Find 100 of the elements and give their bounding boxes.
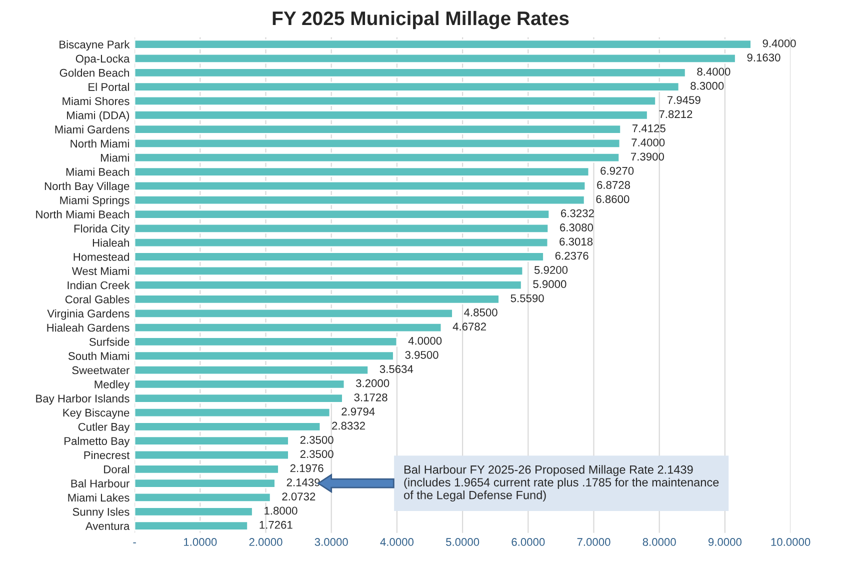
bar xyxy=(134,520,248,531)
bar xyxy=(134,379,346,390)
bar xyxy=(134,336,398,347)
x-tick-label: 9.0000 xyxy=(708,538,742,546)
y-tick-label: North Miami Beach xyxy=(36,210,129,218)
data-label: 2.8332 xyxy=(332,422,365,430)
bar xyxy=(134,152,620,163)
bar xyxy=(134,350,394,361)
data-label: 1.7261 xyxy=(260,520,292,529)
bar xyxy=(134,308,454,318)
data-label: 3.9500 xyxy=(405,350,438,359)
data-label: 5.9200 xyxy=(534,266,568,274)
bar xyxy=(134,252,544,262)
bar xyxy=(134,124,622,134)
y-tick-label: Miami xyxy=(100,154,129,162)
bar xyxy=(134,223,550,234)
data-label: 9.1630 xyxy=(747,54,780,62)
bar xyxy=(134,96,656,106)
data-label: 2.1439 xyxy=(286,478,320,486)
y-tick-label: Miami Shores xyxy=(62,96,130,106)
bar xyxy=(134,422,322,432)
bar xyxy=(134,266,524,276)
y-tick-label: Miami (DDA) xyxy=(67,111,130,122)
x-tick-label: 7.0000 xyxy=(577,538,610,546)
x-tick-label: 10.0000 xyxy=(771,538,810,546)
data-label: 6.3018 xyxy=(560,238,593,246)
y-tick-label: Golden Beach xyxy=(60,68,129,77)
data-label: 2.1976 xyxy=(290,464,324,472)
y-tick-label: Miami Gardens xyxy=(55,125,130,134)
data-label: 7.4000 xyxy=(632,138,665,146)
y-tick-label: Surfside xyxy=(89,338,130,346)
bar xyxy=(134,294,500,304)
data-label: 6.3080 xyxy=(560,224,594,232)
data-label: 6.8600 xyxy=(596,195,630,204)
data-label: 3.5634 xyxy=(380,365,414,374)
y-tick-label: Cutler Bay xyxy=(78,422,130,434)
bar xyxy=(134,166,590,177)
y-tick-label: Florida City xyxy=(74,224,130,235)
bar xyxy=(134,68,686,78)
y-tick-label: North Miami xyxy=(70,139,129,148)
x-tick-label: 3.0000 xyxy=(314,538,348,546)
data-label: 4.6782 xyxy=(452,322,486,331)
chart-title: FY 2025 Municipal Millage Rates xyxy=(272,10,569,30)
y-tick-label: Bal Harbour xyxy=(71,479,130,488)
data-label: 6.2376 xyxy=(555,252,588,260)
bar xyxy=(134,393,344,404)
data-label: 8.3000 xyxy=(690,82,724,90)
data-label: 1.8000 xyxy=(264,506,298,515)
data-label: 3.2000 xyxy=(356,379,390,388)
y-tick-label: Key Biscayne xyxy=(63,408,130,419)
bar xyxy=(134,195,586,206)
bar xyxy=(134,110,648,120)
y-tick-label: Sweetwater xyxy=(72,366,130,374)
y-tick-label: Miami Beach xyxy=(66,168,129,176)
data-label: 7.8212 xyxy=(659,110,692,118)
y-tick-label: Bay Harbor Islands xyxy=(36,394,130,405)
data-label: 2.9794 xyxy=(342,408,375,416)
y-tick-label: El Portal xyxy=(88,82,129,91)
y-tick-label: Biscayne Park xyxy=(60,40,130,51)
y-tick-label: Miami Springs xyxy=(60,196,130,206)
data-label: 4.0000 xyxy=(408,336,442,345)
data-label: 7.4125 xyxy=(632,124,666,132)
y-tick-label: Aventura xyxy=(85,522,130,530)
y-tick-label: Doral xyxy=(104,465,129,474)
data-label: 2.0732 xyxy=(282,492,316,500)
y-tick-label: Virginia Gardens xyxy=(47,309,130,320)
x-tick-label: 8.0000 xyxy=(642,538,676,546)
data-label: 2.3500 xyxy=(300,436,334,444)
y-tick-label: Miami Lakes xyxy=(68,493,130,502)
data-label: 5.5590 xyxy=(510,294,544,302)
bar xyxy=(134,209,550,220)
y-tick-label: Sunny Isles xyxy=(72,508,130,518)
bar xyxy=(134,478,276,488)
bar xyxy=(134,436,290,446)
bar xyxy=(134,238,549,248)
bar xyxy=(134,138,621,149)
x-tick-label: 6.0000 xyxy=(512,538,545,546)
data-label: 7.9459 xyxy=(667,96,700,104)
data-label: 6.3232 xyxy=(561,209,594,218)
bar xyxy=(134,280,522,290)
y-tick-label: North Bay Village xyxy=(44,182,130,192)
x-tick-label: 4.0000 xyxy=(380,538,414,546)
data-label: 6.9270 xyxy=(600,166,634,175)
y-tick-label: Coral Gables xyxy=(65,295,130,304)
x-tick-label: 1.0000 xyxy=(184,538,217,546)
bar xyxy=(134,407,331,418)
bar xyxy=(134,39,752,50)
y-tick-label: Hialeah xyxy=(92,238,129,247)
y-tick-label: West Miami xyxy=(72,266,129,276)
data-label: 3.1728 xyxy=(354,393,388,402)
x-tick-label: 2.0000 xyxy=(249,538,282,546)
annotation: Bal Harbour FY 2025-26 Proposed Millage Rate 2.1439 (includes 1.9654 current rate plus .1785 for the maintenance of the Legal Defense Fund) xyxy=(404,465,719,502)
x-tick-label: 5.0000 xyxy=(446,538,480,546)
y-tick-label: Homestead xyxy=(74,252,129,261)
bar xyxy=(134,506,254,517)
data-label: 2.3500 xyxy=(300,450,334,458)
y-tick-label: South Miami xyxy=(68,352,129,360)
y-tick-label: Pinecrest xyxy=(84,450,130,460)
data-label: 5.9000 xyxy=(533,280,566,288)
bar xyxy=(134,322,442,333)
